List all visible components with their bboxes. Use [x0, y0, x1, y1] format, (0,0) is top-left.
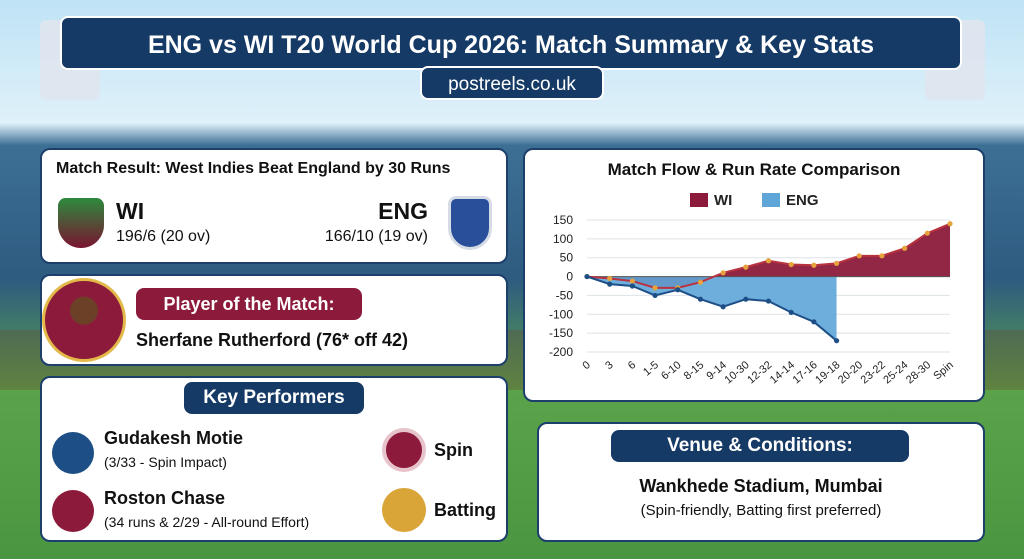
- x-tick-label: 10-30: [722, 359, 751, 386]
- y-tick-label: -150: [549, 326, 573, 340]
- x-tick-label: 1-5: [641, 359, 661, 378]
- icon: [382, 428, 426, 472]
- legend-swatch: [762, 193, 780, 207]
- point: [607, 281, 613, 287]
- performers-card: Key Performers Gudakesh Motie (3/33 - Sp…: [40, 376, 508, 542]
- x-tick-label: 23-22: [859, 359, 888, 386]
- x-tick-label: 19-18: [813, 359, 842, 386]
- point: [811, 262, 817, 268]
- tag: Batting: [434, 500, 496, 520]
- y-tick-label: -50: [556, 288, 574, 302]
- result-card: Match Result: West Indies Beat England b…: [40, 148, 508, 264]
- point: [811, 319, 817, 325]
- team-score: 166/10 (19 ov): [324, 228, 428, 245]
- team-name: WI: [116, 198, 145, 224]
- point: [833, 260, 840, 266]
- venue-card: Venue & Conditions: Wankhede Stadium, Mu…: [537, 422, 985, 542]
- legend-label: WI: [714, 192, 732, 209]
- point: [697, 279, 704, 285]
- player-heading: Player of the Match:: [136, 288, 362, 320]
- wi-logo: [58, 198, 104, 248]
- player-photo: [42, 278, 126, 362]
- x-tick-label: 25-24: [881, 359, 910, 386]
- chart-card: Match Flow & Run Rate Comparison WI ENG 15…: [523, 148, 985, 402]
- y-tick-label: 100: [553, 232, 573, 246]
- point: [652, 292, 658, 299]
- x-tick-label: 17-16: [791, 359, 820, 386]
- performer-name: Roston Chase: [104, 488, 226, 508]
- point: [607, 275, 613, 282]
- point: [833, 338, 840, 344]
- team-score: 196/6 (20 ov): [116, 228, 211, 245]
- result-heading: Match Result: West Indies Beat England b…: [56, 160, 451, 177]
- venue-name: Wankhede Stadium, Mumbai: [639, 476, 883, 496]
- legend-swatch: [690, 193, 708, 207]
- point: [765, 298, 772, 304]
- point: [629, 278, 635, 284]
- icon: [52, 432, 94, 474]
- point: [743, 296, 749, 302]
- point: [629, 283, 635, 289]
- area: [587, 223, 950, 288]
- x-tick-label: Spin: [931, 359, 956, 382]
- y-tick-label: -200: [549, 345, 573, 359]
- x-tick-label: 20-20: [836, 359, 865, 386]
- x-tick-label: 12-32: [745, 359, 774, 386]
- x-tick-label: 28-30: [904, 359, 933, 386]
- team-name: ENG: [378, 198, 428, 224]
- player-text: Sherfane Rutherford (76* off 42): [136, 330, 409, 350]
- performer-detail: (34 runs & 2/29 - All-round Effort): [104, 514, 310, 530]
- point: [879, 253, 885, 259]
- subtitle: postreels.co.uk: [420, 66, 604, 100]
- icon: [382, 488, 426, 532]
- venue-note: (Spin-friendly, Batting first preferred): [640, 502, 882, 519]
- x-tick-label: 6: [626, 359, 638, 372]
- chart-title: Match Flow & Run Rate Comparison: [608, 160, 901, 179]
- point: [652, 285, 658, 291]
- point: [584, 273, 590, 280]
- point: [765, 258, 772, 264]
- point: [788, 261, 794, 268]
- chart: Match Flow & Run Rate Comparison WI ENG 15…: [549, 160, 956, 386]
- eng-logo: [448, 196, 492, 250]
- line: [586, 275, 838, 342]
- point: [743, 264, 749, 270]
- legend-label: ENG: [786, 192, 819, 209]
- y-tick-label: 150: [553, 213, 573, 227]
- title: ENG vs WI T20 World Cup 2026: Match Summ…: [60, 16, 962, 70]
- y-tick-label: 0: [566, 270, 573, 284]
- player-card: Player of the Match: Sherfane Rutherford…: [40, 274, 508, 366]
- performers-heading: Key Performers: [184, 382, 364, 414]
- y-tick-label: -100: [549, 307, 573, 321]
- x-tick-label: 3: [603, 359, 615, 372]
- x-tick-label: 6-10: [659, 359, 684, 382]
- point: [924, 230, 930, 236]
- x-tick-label: 14-14: [768, 359, 797, 386]
- x-tick-label: 0: [581, 359, 593, 372]
- point: [788, 309, 794, 315]
- point: [697, 296, 704, 302]
- performer-name: Gudakesh Motie: [104, 428, 244, 448]
- point: [720, 270, 726, 276]
- tag: Spin: [434, 440, 473, 460]
- point: [720, 304, 726, 310]
- x-tick-label: 8-15: [682, 359, 707, 382]
- point: [902, 245, 908, 251]
- performer-detail: (3/33 - Spin Impact): [104, 454, 227, 470]
- icon: [52, 490, 94, 532]
- point: [675, 287, 681, 293]
- point: [947, 221, 953, 227]
- venue-heading: Venue & Conditions:: [611, 430, 909, 462]
- point: [856, 253, 862, 259]
- y-tick-label: 50: [560, 251, 574, 265]
